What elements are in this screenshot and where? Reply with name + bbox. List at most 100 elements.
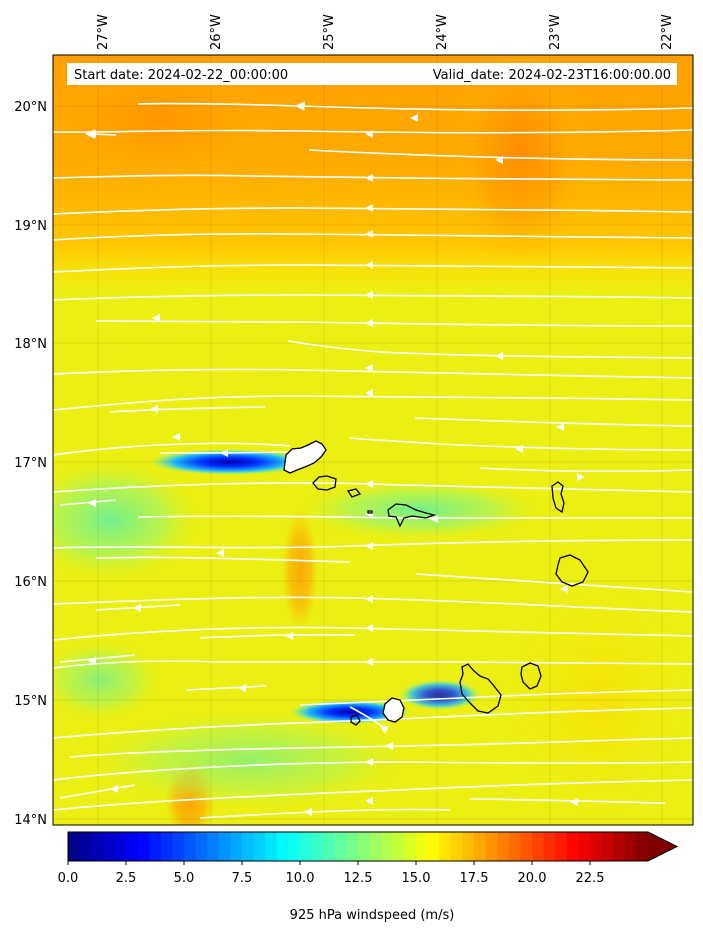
island-sal <box>551 481 565 514</box>
streamline-arrow <box>152 314 160 322</box>
colorbar-tick-label: 2.5 <box>116 871 137 886</box>
info-strip: Start date: 2024-02-22_00:00:00 Valid_da… <box>67 63 677 85</box>
colorbar-segment <box>79 832 92 861</box>
streamline-arrow <box>365 130 373 138</box>
colorbar-segment <box>450 832 463 861</box>
streamline <box>53 626 693 641</box>
colorbar-segment <box>369 832 382 861</box>
colorbar-segment <box>636 832 649 861</box>
streamline <box>53 129 693 134</box>
colorbar-segment <box>439 832 452 861</box>
island-fogo <box>382 697 405 723</box>
streamline-arrow <box>365 595 373 603</box>
streamline-arrow <box>577 473 585 481</box>
colorbar-segments <box>68 832 649 861</box>
colorbar-segment <box>102 832 115 861</box>
colorbar-segment <box>416 832 429 861</box>
streamline-arrow <box>365 204 373 212</box>
streamline <box>53 442 291 456</box>
streamline <box>137 515 693 519</box>
colorbar-outline <box>67 831 679 862</box>
streamline <box>53 264 693 273</box>
lat-label: 18°N <box>14 337 47 352</box>
wind-field-green-wake <box>300 480 540 540</box>
map-panel: Start date: 2024-02-22_00:00:00 Valid_da… <box>53 55 693 825</box>
wind-field-green-west <box>53 460 200 580</box>
wind-field-wake-fogo <box>290 700 410 724</box>
colorbar-segment <box>543 832 556 861</box>
colorbar-segment <box>485 832 498 861</box>
colorbar-segment <box>230 832 243 861</box>
streamline-arrow <box>556 423 564 431</box>
streamline-arrow <box>430 515 438 523</box>
island-branco <box>367 510 373 514</box>
colorbar-label: 925 hPa windspeed (m/s) <box>290 908 455 923</box>
streamlines <box>53 101 693 819</box>
streamline <box>349 437 693 451</box>
colorbar-segment <box>149 832 162 861</box>
streamline <box>308 149 693 161</box>
colorbar-segment <box>462 832 475 861</box>
colorbar-segment <box>334 832 347 861</box>
colorbar-segment <box>126 832 139 861</box>
colorbar-segment <box>508 832 521 861</box>
colorbar-tick-label: 0.0 <box>58 871 79 886</box>
colorbar-segment <box>520 832 533 861</box>
colorbar-segment <box>207 832 220 861</box>
streamline-arrow <box>365 797 373 805</box>
map-frame <box>52 54 694 826</box>
streamline-arrow <box>365 291 373 299</box>
streamline <box>53 294 693 301</box>
colorbar-segment <box>91 832 104 861</box>
streamline <box>59 784 136 799</box>
lat-label: 16°N <box>14 575 47 590</box>
streamline <box>95 556 351 563</box>
colorbar-segment <box>601 832 614 861</box>
streamline-arrow <box>150 405 158 413</box>
streamline <box>53 174 693 181</box>
colorbar-tick-label: 7.5 <box>232 871 253 886</box>
wind-field-orange-west <box>53 60 280 180</box>
streamline-arrow <box>365 658 373 666</box>
island-sao-nicolau <box>387 503 437 528</box>
lon-label: 24°W <box>435 14 450 50</box>
colorbar-tick-label: 15.0 <box>402 871 431 886</box>
island-maio <box>520 662 542 690</box>
streamline-arrow <box>380 726 389 734</box>
wind-field-green-sw <box>53 640 160 720</box>
streamline-arrow <box>365 174 373 182</box>
streamline-arrow <box>285 632 293 640</box>
colorbar-segment <box>392 832 405 861</box>
colorbar-segment <box>172 832 185 861</box>
lon-label: 25°W <box>322 14 337 50</box>
streamline <box>199 633 356 639</box>
colorbar-tick-label: 12.5 <box>344 871 373 886</box>
streamline <box>53 233 693 241</box>
streamline-arrow <box>220 449 228 457</box>
colorbar-ticks: 0.0 2.5 5.0 7.5 10.0 12.5 15.0 17.5 20.0 22.5 <box>58 861 604 886</box>
streamline <box>137 101 693 111</box>
streamline <box>287 340 693 359</box>
streamline-arrow <box>365 758 373 766</box>
colorbar-segment <box>68 832 81 861</box>
streamline <box>59 499 117 506</box>
longitude-labels: 27°W 26°W 25°W 24°W 23°W 22°W <box>96 14 675 50</box>
colorbar-segment <box>474 832 487 861</box>
streamline-arrow <box>133 604 141 612</box>
colorbar-segment <box>358 832 371 861</box>
streamline-arrow <box>495 352 503 360</box>
streamline-arrow <box>365 230 373 238</box>
streamline <box>53 761 693 781</box>
streamline-arrow <box>560 585 568 593</box>
streamline-arrow <box>365 480 373 488</box>
colorbar-segment <box>532 832 545 861</box>
streamline <box>185 685 267 691</box>
streamline <box>109 406 266 413</box>
streamline <box>199 808 451 819</box>
streamline-arrow <box>365 389 373 397</box>
island-santo-antao <box>283 440 327 474</box>
colorbar-segment <box>323 832 336 861</box>
colorbar-segment <box>218 832 231 861</box>
coastlines <box>283 440 589 726</box>
streamline-arrow <box>172 433 180 441</box>
